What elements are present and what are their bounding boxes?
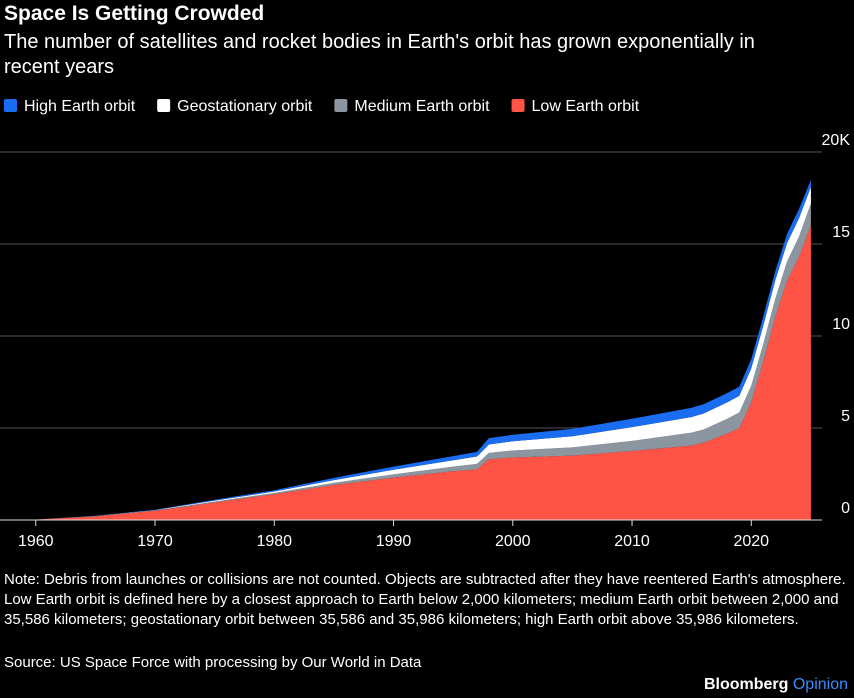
x-tick-label: 1990 [376, 533, 412, 550]
legend-label: High Earth orbit [24, 98, 136, 115]
y-tick-label: 0 [841, 500, 850, 517]
legend-swatch [511, 99, 525, 112]
x-tick-label: 1970 [137, 533, 173, 550]
legend-label: Geostationary orbit [177, 98, 313, 115]
x-tick-label: 1980 [256, 533, 292, 550]
brand: Bloomberg Opinion [704, 676, 848, 694]
area [0, 186, 811, 520]
legend-swatch [157, 99, 171, 112]
legend-swatch [334, 99, 348, 112]
x-tick-label: 2020 [733, 533, 769, 550]
x-tick-label: 2010 [614, 533, 650, 550]
y-tick-label: 15 [832, 224, 850, 241]
brand-section: Opinion [792, 676, 848, 693]
x-tick-label: 2000 [495, 533, 531, 550]
y-tick-label: 20K [822, 132, 851, 149]
brand-name: Bloomberg [703, 676, 789, 693]
area [0, 225, 811, 520]
chart-title: Space Is Getting Crowded [4, 2, 265, 25]
legend-label: Low Earth orbit [532, 98, 640, 115]
x-tick-label: 1960 [18, 533, 54, 550]
legend-label: Medium Earth orbit [354, 98, 490, 115]
y-tick-label: 5 [841, 408, 850, 425]
note: Note: Debris from launches or collisions… [4, 571, 846, 628]
y-tick-label: 10 [832, 316, 850, 333]
source: Source: US Space Force with processing b… [4, 654, 422, 671]
legend-swatch [4, 99, 17, 112]
chart-subtitle: The number of satellites and rocket bodi… [4, 31, 755, 78]
